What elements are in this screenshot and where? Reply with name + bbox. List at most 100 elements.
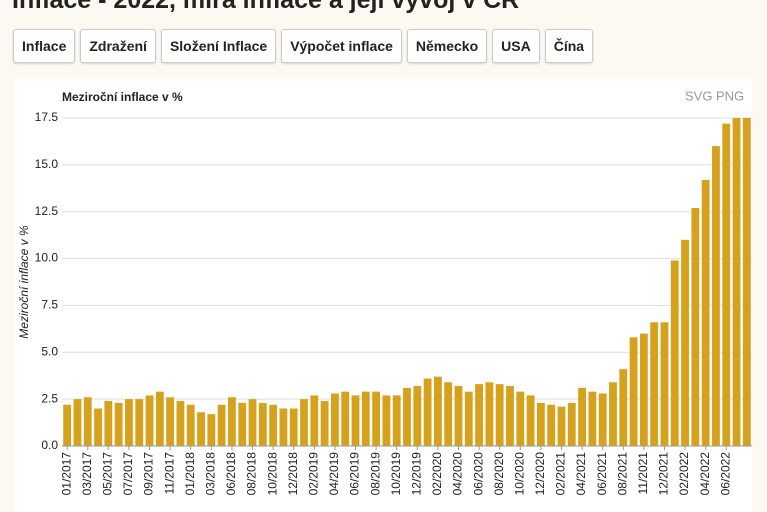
bar [557,406,566,446]
x-tick-label: 06/2021 [595,452,609,496]
bar [341,391,350,446]
x-tick-label: 08/2021 [615,452,629,496]
bar [114,402,123,446]
bar [63,404,72,446]
x-tick-label: 04/2020 [451,452,465,496]
x-tick-label: 03/2017 [80,452,94,496]
bar [166,397,175,446]
x-tick-label: 08/2018 [245,452,259,496]
bar [506,386,514,446]
bar [660,322,669,446]
bar [578,387,586,446]
bar [392,395,401,446]
bar [670,260,679,446]
bar [732,118,741,446]
bar [207,414,216,446]
bar [289,408,298,446]
bar [712,146,720,446]
bar [279,408,288,446]
x-tick-label: 04/2022 [698,452,712,496]
tab[interactable]: Zdražení [80,29,156,63]
bar [330,393,339,446]
bar [629,337,638,446]
bar [475,384,484,446]
bar [73,399,82,446]
x-tick-label: 10/2019 [389,452,403,496]
bar [495,384,504,446]
bar [248,399,257,446]
x-tick-label: 12/2018 [286,452,300,496]
x-tick-label: 01/2017 [59,452,73,496]
bar [186,404,195,446]
tab-bar: Inflace Zdražení Složení Inflace Výpočet in… [13,29,594,63]
bar [351,395,360,446]
bar [598,393,607,446]
x-tick-label: 12/2019 [409,452,423,496]
bar [485,382,494,446]
x-tick-label: 08/2019 [368,452,382,496]
bar [547,404,556,446]
chart-title: Meziroční inflace v % [62,90,183,104]
x-tick-label: 06/2020 [471,452,485,496]
bar [135,399,144,446]
x-tick-label: 02/2019 [306,452,320,496]
tab[interactable]: Výpočet inflace [281,29,402,63]
bar [238,402,247,446]
bar [742,118,751,446]
bar [609,382,617,446]
x-tick-label: 09/2017 [142,452,156,496]
bar [361,391,370,446]
bar [382,395,391,446]
bar [588,391,597,446]
bar [372,391,381,446]
bar [228,397,236,446]
y-tick-label: 17.5 [35,110,59,124]
y-tick-label: 0.0 [41,438,58,452]
y-tick-label: 2.5 [41,391,58,405]
x-tick-label: 02/2020 [430,452,444,496]
x-tick-label: 04/2021 [574,452,588,496]
bar [433,376,442,446]
bar [639,333,648,446]
tab[interactable]: Německo [406,29,488,63]
bar [516,391,525,446]
bar [217,404,226,446]
x-tick-label: 06/2022 [718,452,732,496]
tab[interactable]: Čína [544,29,594,63]
bar [94,408,102,446]
y-tick-label: 15.0 [35,157,59,171]
bar [701,179,710,446]
bar [444,382,453,446]
x-tick-label: 08/2020 [492,452,506,496]
x-tick-label: 06/2019 [348,452,362,496]
tab[interactable]: Složení Inflace [160,29,277,63]
y-tick-label: 10.0 [35,251,59,265]
export-svg[interactable]: SVG [685,88,712,103]
y-axis-label: Meziroční inflace v % [17,225,31,339]
bar [300,399,308,446]
bar [83,397,92,446]
bar [269,404,278,446]
y-tick-label: 12.5 [35,204,59,218]
bar [258,402,267,446]
export-png[interactable]: PNG [716,88,744,103]
tab[interactable]: USA [492,29,540,63]
bar [403,387,411,446]
x-tick-label: 03/2018 [204,452,218,496]
bar [464,391,473,446]
x-tick-label: 12/2020 [533,452,547,496]
bar [320,401,329,446]
bar [681,239,689,446]
bar [176,401,185,446]
x-tick-label: 10/2020 [512,452,526,496]
x-tick-label: 04/2019 [327,452,341,496]
bar [526,395,535,446]
bar [691,207,700,446]
bar [413,386,422,446]
x-tick-label: 11/2021 [636,452,650,495]
x-tick-label: 05/2017 [101,452,115,496]
tab[interactable]: Inflace [13,29,76,63]
bar [650,322,659,446]
